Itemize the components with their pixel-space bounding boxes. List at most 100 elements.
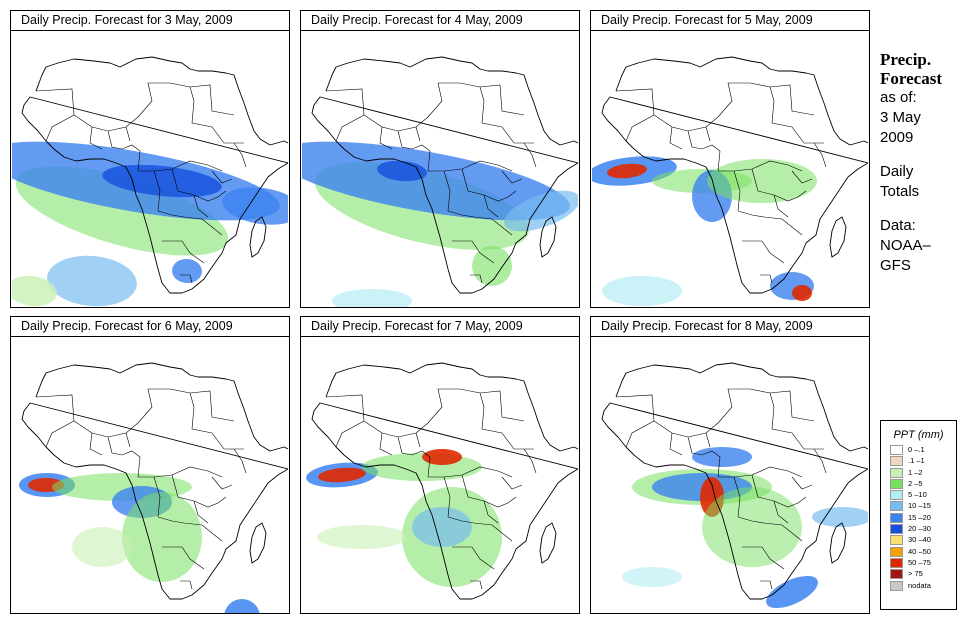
precip-area <box>47 255 137 307</box>
precip-area <box>224 599 260 613</box>
precip-area <box>607 163 647 179</box>
panel-title: Daily Precip. Forecast for 8 May, 2009 <box>590 316 870 337</box>
data-label: Data: <box>880 217 916 234</box>
asof-label: as of: <box>880 89 917 106</box>
precip-area <box>766 575 818 609</box>
africa-map <box>12 31 288 307</box>
legend-item: 40 –50 <box>881 546 956 558</box>
precip-area <box>172 258 202 284</box>
forecast-panel-day-5: Daily Precip. Forecast for 7 May, 2009 <box>300 316 580 614</box>
legend-item: 50 –75 <box>881 557 956 569</box>
forecast-info-panel: Precip. Forecast as of: 3 May 2009 Daily… <box>880 50 965 276</box>
precip-area <box>707 159 817 203</box>
panel-title: Daily Precip. Forecast for 4 May, 2009 <box>300 10 580 31</box>
asof-date-year: 2009 <box>880 129 914 146</box>
precip-area <box>317 525 407 549</box>
legend-swatch <box>890 490 903 501</box>
precip-area <box>318 467 366 483</box>
precip-area <box>332 289 412 307</box>
totals-label-2: Totals <box>880 183 920 200</box>
legend-swatch <box>890 501 903 512</box>
panel-title: Daily Precip. Forecast for 7 May, 2009 <box>300 316 580 337</box>
forecast-panel-day-6: Daily Precip. Forecast for 8 May, 2009 <box>590 316 870 614</box>
precip-map <box>590 30 870 308</box>
africa-map <box>302 31 578 307</box>
legend-swatch <box>890 456 903 467</box>
legend-label: > 75 <box>908 569 923 579</box>
legend-item: 5 –10 <box>881 490 956 501</box>
precip-area <box>122 492 202 582</box>
legend-label: 1 –2 <box>908 467 923 477</box>
legend-swatch <box>890 445 903 455</box>
precip-area <box>602 276 682 306</box>
legend-swatch <box>890 546 903 557</box>
precip-area <box>472 246 512 286</box>
legend-swatch <box>890 478 903 489</box>
precip-area <box>12 275 57 307</box>
legend-label: 0 –.1 <box>908 445 925 454</box>
legend-swatch <box>890 580 903 591</box>
legend-label: 2 –5 <box>908 478 923 488</box>
precip-area <box>422 449 462 465</box>
precip-map <box>300 30 580 308</box>
asof-date-day: 3 May <box>880 109 921 126</box>
africa-map <box>302 337 578 613</box>
forecast-panel-day-3: Daily Precip. Forecast for 5 May, 2009 <box>590 10 870 308</box>
precip-map <box>10 30 290 308</box>
legend-item: 30 –40 <box>881 535 956 546</box>
legend-swatch <box>890 524 903 535</box>
legend-item: .1 –1 <box>881 456 956 467</box>
legend-swatch <box>890 512 903 523</box>
precip-area <box>622 567 682 587</box>
precip-map <box>300 336 580 614</box>
panel-title: Daily Precip. Forecast for 3 May, 2009 <box>10 10 290 31</box>
legend-title: PPT (mm) <box>893 429 944 441</box>
legend-label: 15 –20 <box>908 512 931 522</box>
legend-label: .1 –1 <box>908 456 925 466</box>
precip-area <box>302 141 570 221</box>
precip-area <box>412 507 472 547</box>
precip-map <box>10 336 290 614</box>
heading-precip: Precip. <box>880 50 932 69</box>
africa-map <box>12 337 288 613</box>
africa-map <box>592 337 868 613</box>
legend-label: 5 –10 <box>908 490 927 500</box>
legend-label: 20 –30 <box>908 524 931 534</box>
precip-area <box>72 527 132 567</box>
panel-title: Daily Precip. Forecast for 6 May, 2009 <box>10 316 290 337</box>
legend-item: 1 –2 <box>881 467 956 479</box>
precip-map <box>590 336 870 614</box>
legend-item: 2 –5 <box>881 478 956 490</box>
precip-area <box>504 190 578 232</box>
legend-item: 15 –20 <box>881 512 956 524</box>
panel-title: Daily Precip. Forecast for 5 May, 2009 <box>590 10 870 31</box>
precip-area <box>812 507 868 527</box>
heading-forecast: Forecast <box>880 69 942 88</box>
legend-swatch <box>890 557 903 568</box>
forecast-panel-day-2: Daily Precip. Forecast for 4 May, 2009 <box>300 10 580 308</box>
precip-legend: PPT (mm) 0 –.1 .1 –1 1 –2 2 –5 5 –10 10 –15 15… <box>880 420 957 610</box>
data-source-1: NOAA– <box>880 237 931 254</box>
forecast-panel-day-1: Daily Precip. Forecast for 3 May, 2009 <box>10 10 290 308</box>
legend-label: 40 –50 <box>908 546 931 556</box>
precip-area <box>702 487 802 567</box>
legend-label: 50 –75 <box>908 557 931 567</box>
legend-item: 20 –30 <box>881 524 956 535</box>
legend-label: 10 –15 <box>908 501 931 511</box>
precip-area <box>102 164 222 198</box>
legend-item: > 75 <box>881 569 956 580</box>
legend-item: nodata <box>881 580 956 592</box>
forecast-panel-day-4: Daily Precip. Forecast for 6 May, 2009 <box>10 316 290 614</box>
legend-swatch <box>890 467 903 478</box>
legend-label: nodata <box>908 580 931 590</box>
legend-label: 30 –40 <box>908 535 931 545</box>
totals-label-1: Daily <box>880 163 914 180</box>
africa-map <box>592 31 868 307</box>
legend-item: 0 –.1 <box>881 445 956 456</box>
legend-item: 10 –15 <box>881 501 956 512</box>
precip-area <box>792 285 812 301</box>
precip-area <box>692 447 752 467</box>
data-source-2: GFS <box>880 257 911 274</box>
precip-area <box>362 453 482 481</box>
legend-swatch <box>890 569 903 580</box>
